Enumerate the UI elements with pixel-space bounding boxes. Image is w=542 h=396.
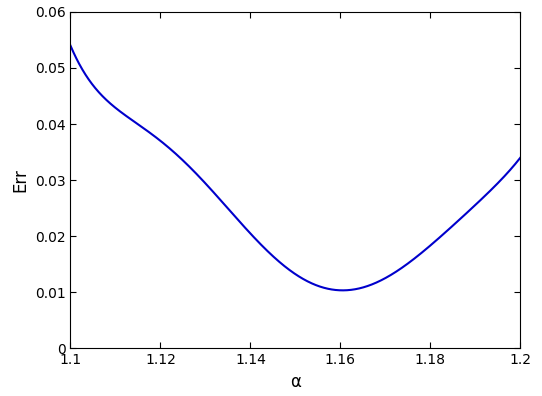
X-axis label: α: α [290, 373, 301, 391]
Y-axis label: Err: Err [11, 168, 29, 192]
